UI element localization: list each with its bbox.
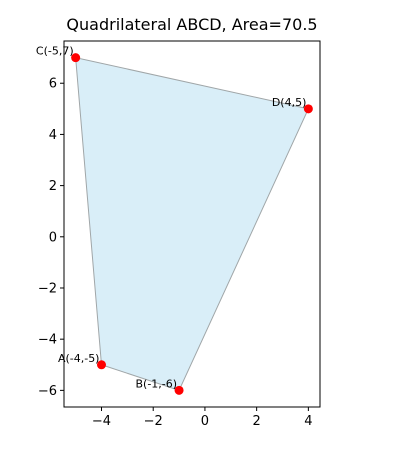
point-marker-d xyxy=(303,104,313,114)
point-label-b: B(-1,-6) xyxy=(136,377,178,390)
point-label-d: D(4,5) xyxy=(272,96,307,109)
x-tick-label: −2 xyxy=(144,414,163,429)
data-marks: A(-4,-5) B(-1,-6) C(-5,7) D(4,5) xyxy=(36,45,313,395)
x-tick-label: 0 xyxy=(201,414,209,429)
point-marker-b xyxy=(174,385,184,395)
y-tick-label: −4 xyxy=(38,333,57,348)
axes: −4 −2 0 2 4 −6 −4 −2 0 2 4 6 xyxy=(38,40,321,429)
point-marker-c xyxy=(71,53,81,63)
y-tick-label: 2 xyxy=(49,179,57,194)
x-tick-label: 2 xyxy=(253,414,261,429)
y-tick-label: 4 xyxy=(49,128,57,143)
point-label-c: C(-5,7) xyxy=(36,45,74,58)
y-tick-label: 6 xyxy=(49,77,57,92)
y-tick-label: 0 xyxy=(49,230,57,245)
chart-title: Quadrilateral ABCD, Area=70.5 xyxy=(66,15,317,34)
axes-frame xyxy=(63,40,321,408)
x-tick-label: −4 xyxy=(92,414,111,429)
point-marker-a xyxy=(96,360,106,370)
y-tick-label: −6 xyxy=(38,384,57,399)
y-tick-label: −2 xyxy=(38,281,57,296)
point-label-a: A(-4,-5) xyxy=(58,352,100,365)
x-tick-label: 4 xyxy=(304,414,312,429)
